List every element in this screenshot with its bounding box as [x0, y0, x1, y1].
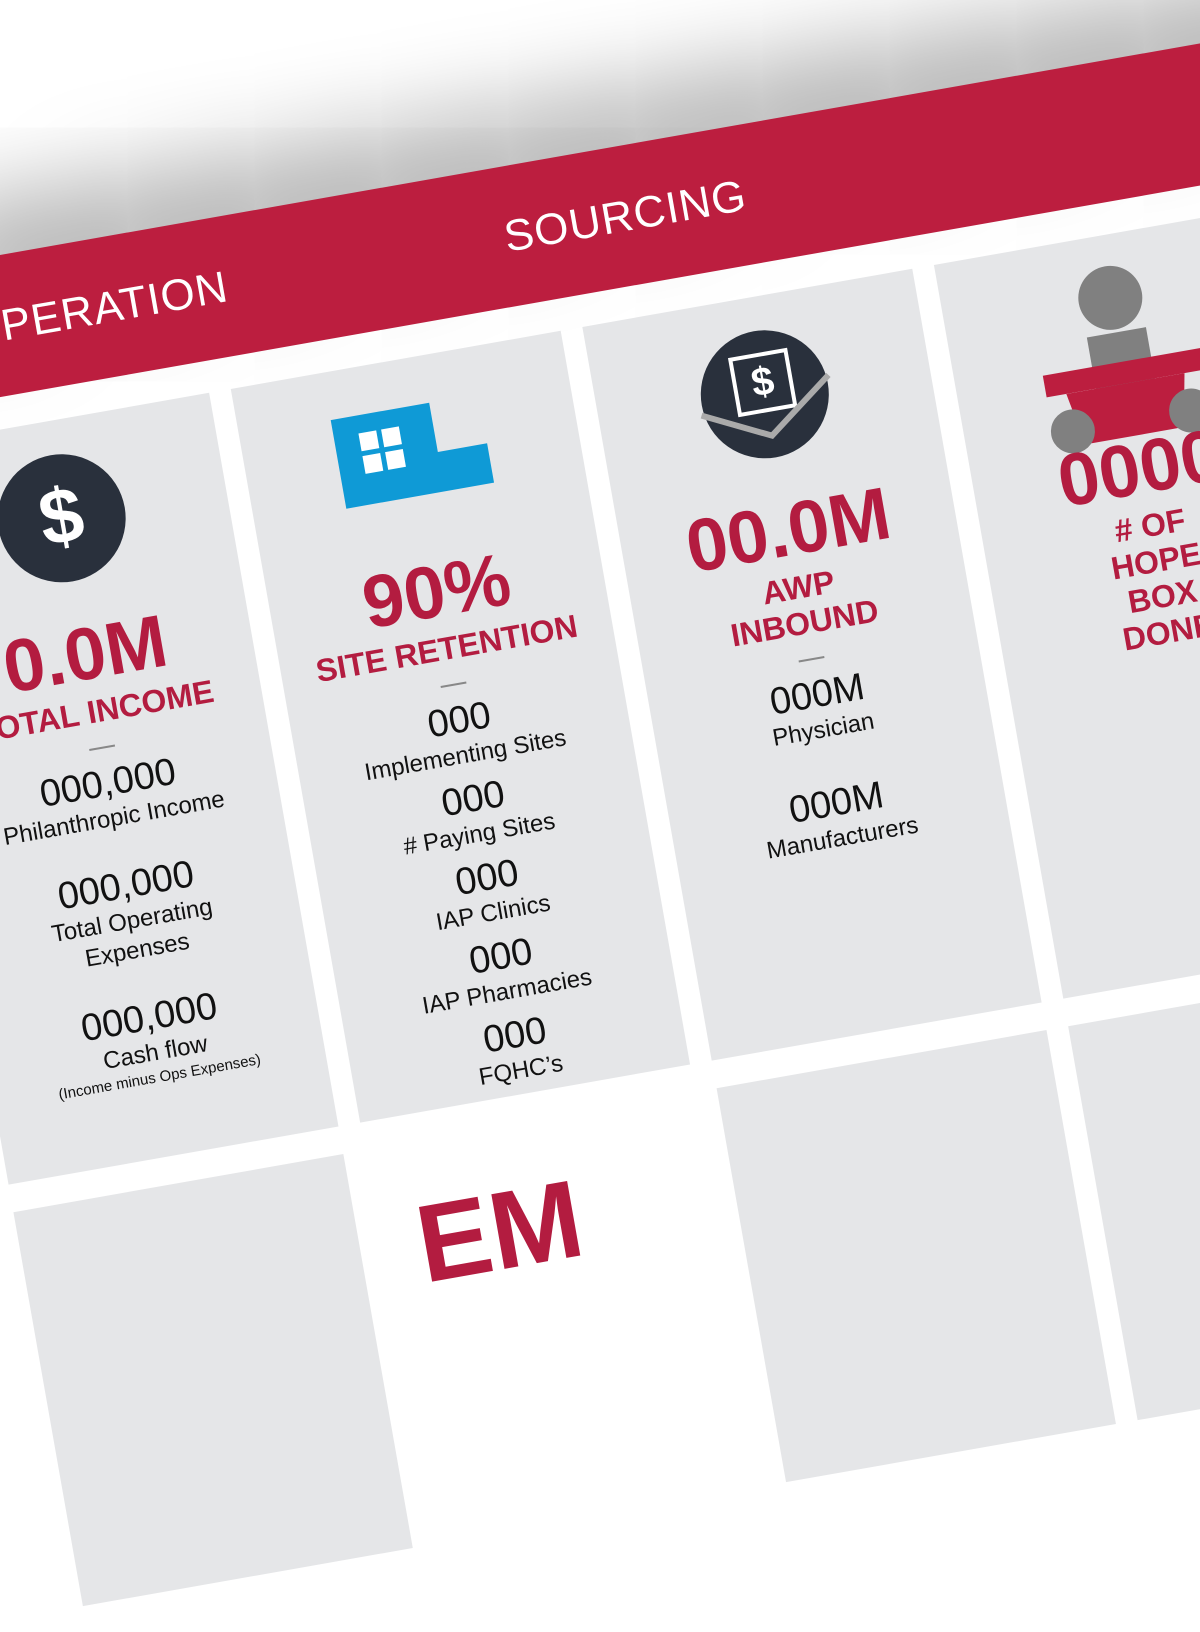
- divider: [440, 681, 467, 689]
- icon: [317, 373, 510, 549]
- section-title: TENTION & OPERATION: [0, 262, 232, 401]
- card: [716, 1030, 1116, 1483]
- card: 90% SITE RETENTION 000 Implementing Sites 00…: [230, 330, 691, 1123]
- divider: [798, 656, 825, 663]
- metric: 000M Physician: [763, 665, 877, 754]
- card: 0000 # OF HOPE BOX DONE: [933, 206, 1200, 999]
- icon: [330, 402, 494, 509]
- icon: [1015, 248, 1200, 454]
- metric: 000 FQHC’s: [469, 1007, 565, 1093]
- metric: 000,000 Cash flow (Income minus Ops Expens…: [45, 979, 263, 1105]
- metric: 000,000 Total Operating Expenses: [42, 851, 220, 980]
- card: $00.0M AWP INBOUND 000M Physician 000M Manufac…: [582, 268, 1042, 1061]
- metric: 000 IAP Clinics: [426, 847, 553, 938]
- icon: $: [0, 454, 126, 583]
- section-title: SOURCING: [500, 170, 751, 262]
- card-title: # OF HOPE BOX DONE: [1101, 500, 1200, 658]
- icon: $: [700, 330, 831, 459]
- partial-heading: EM: [407, 1156, 592, 1307]
- icon: $: [683, 313, 847, 485]
- card: [13, 1154, 413, 1607]
- metric: 000M Manufacturers: [757, 769, 921, 867]
- metric: 000,000 Philanthropic Income: [0, 743, 227, 853]
- card: $0.0M TOTAL INCOME 000,000 Philanthropic In…: [0, 392, 339, 1185]
- icon: $: [0, 437, 144, 609]
- icon: [1042, 265, 1200, 454]
- divider: [88, 744, 115, 752]
